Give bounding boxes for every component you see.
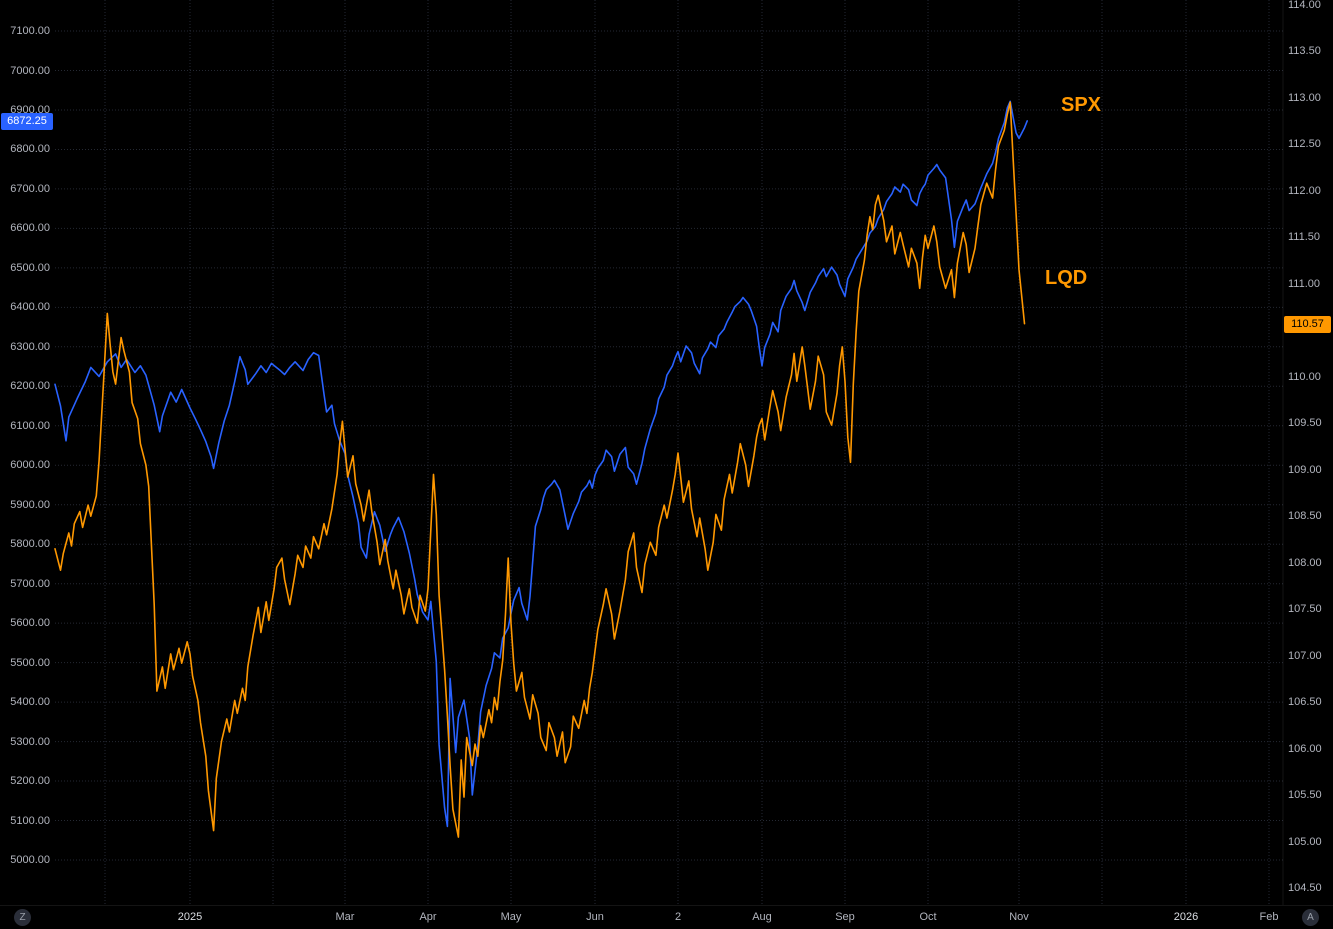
- right-axis-tick: 106.50: [1288, 696, 1322, 708]
- time-axis-label: Apr: [419, 911, 437, 923]
- right-axis-tick: 114.00: [1288, 0, 1321, 11]
- time-axis-label: 2: [674, 911, 682, 923]
- right-axis-tick: 112.50: [1288, 138, 1321, 150]
- left-axis-tick: 5700.00: [10, 578, 50, 590]
- spx-price-tag: 6872.25: [1, 113, 53, 130]
- right-axis-tick: 111.00: [1288, 278, 1321, 290]
- left-axis-tick: 5300.00: [10, 736, 50, 748]
- time-axis-label: Feb: [1259, 911, 1279, 923]
- right-axis-tick: 113.50: [1288, 45, 1321, 57]
- left-axis-tick: 6300.00: [10, 341, 50, 353]
- spx-series-label[interactable]: SPX: [1061, 94, 1102, 116]
- price-chart-plot[interactable]: [0, 0, 1333, 905]
- left-axis-tick: 6100.00: [10, 420, 50, 432]
- right-axis-tick: 109.50: [1288, 417, 1322, 429]
- time-axis-label: Sep: [835, 911, 855, 923]
- right-axis-tick: 111.50: [1288, 231, 1321, 243]
- left-axis-tick: 7000.00: [10, 65, 50, 77]
- left-axis-tick: 6800.00: [10, 143, 50, 155]
- time-axis-label: Oct: [919, 911, 937, 923]
- right-axis-tick: 107.00: [1288, 650, 1322, 662]
- lqd-series-label[interactable]: LQD: [1045, 267, 1088, 289]
- left-axis-tick: 6600.00: [10, 222, 50, 234]
- right-axis-tick: 106.00: [1288, 743, 1322, 755]
- right-axis-tick: 108.50: [1288, 510, 1322, 522]
- spx-price-line[interactable]: [54, 100, 1028, 828]
- right-axis-tick: 113.00: [1288, 92, 1321, 104]
- right-axis-tick: 110.00: [1288, 371, 1321, 383]
- right-axis-tick: 107.50: [1288, 603, 1322, 615]
- time-axis-label: 2026: [1173, 911, 1199, 923]
- right-price-axis[interactable]: 114.00 113.50 113.00 112.50 112.00 111.50 111.…: [1283, 0, 1333, 905]
- left-axis-tick: 5900.00: [10, 499, 50, 511]
- time-axis-label: May: [500, 911, 522, 923]
- lqd-price-tag: 110.57: [1284, 316, 1331, 333]
- right-axis-tick: 112.00: [1288, 185, 1321, 197]
- right-axis-tick: 104.50: [1288, 882, 1322, 894]
- left-axis-tick: 5600.00: [10, 617, 50, 629]
- time-axis-label: Nov: [1009, 911, 1029, 923]
- left-axis-tick: 7100.00: [10, 25, 50, 37]
- left-price-axis[interactable]: 7100.00 7000.00 6900.00 6800.00 6700.00 6600.…: [0, 0, 55, 905]
- left-axis-tick: 5800.00: [10, 538, 50, 550]
- time-axis-label: Mar: [335, 911, 355, 923]
- time-axis-label: Jun: [586, 911, 604, 923]
- left-axis-tick: 5000.00: [10, 854, 50, 866]
- right-axis-tick: 105.50: [1288, 789, 1322, 801]
- left-axis-tick: 5200.00: [10, 775, 50, 787]
- left-axis-tick: 6500.00: [10, 262, 50, 274]
- time-axis-label: Aug: [752, 911, 772, 923]
- left-axis-tick: 5100.00: [10, 815, 50, 827]
- left-axis-tick: 6000.00: [10, 459, 50, 471]
- left-axis-tick: 6400.00: [10, 301, 50, 313]
- left-axis-tick: 5400.00: [10, 696, 50, 708]
- right-axis-tick: 109.00: [1288, 464, 1322, 476]
- time-axis[interactable]: 2025 Mar Apr May Jun 2 Aug Sep Oct Nov 2026 Feb Z A: [0, 905, 1333, 929]
- right-axis-tick: 105.00: [1288, 836, 1322, 848]
- lqd-price-line[interactable]: [54, 101, 1026, 838]
- left-axis-tick: 5500.00: [10, 657, 50, 669]
- time-axis-label: 2025: [177, 911, 203, 923]
- left-axis-tick: 6700.00: [10, 183, 50, 195]
- left-axis-tick: 6200.00: [10, 380, 50, 392]
- timezone-z-button[interactable]: Z: [14, 909, 31, 926]
- adjust-a-button[interactable]: A: [1302, 909, 1319, 926]
- right-axis-tick: 108.00: [1288, 557, 1322, 569]
